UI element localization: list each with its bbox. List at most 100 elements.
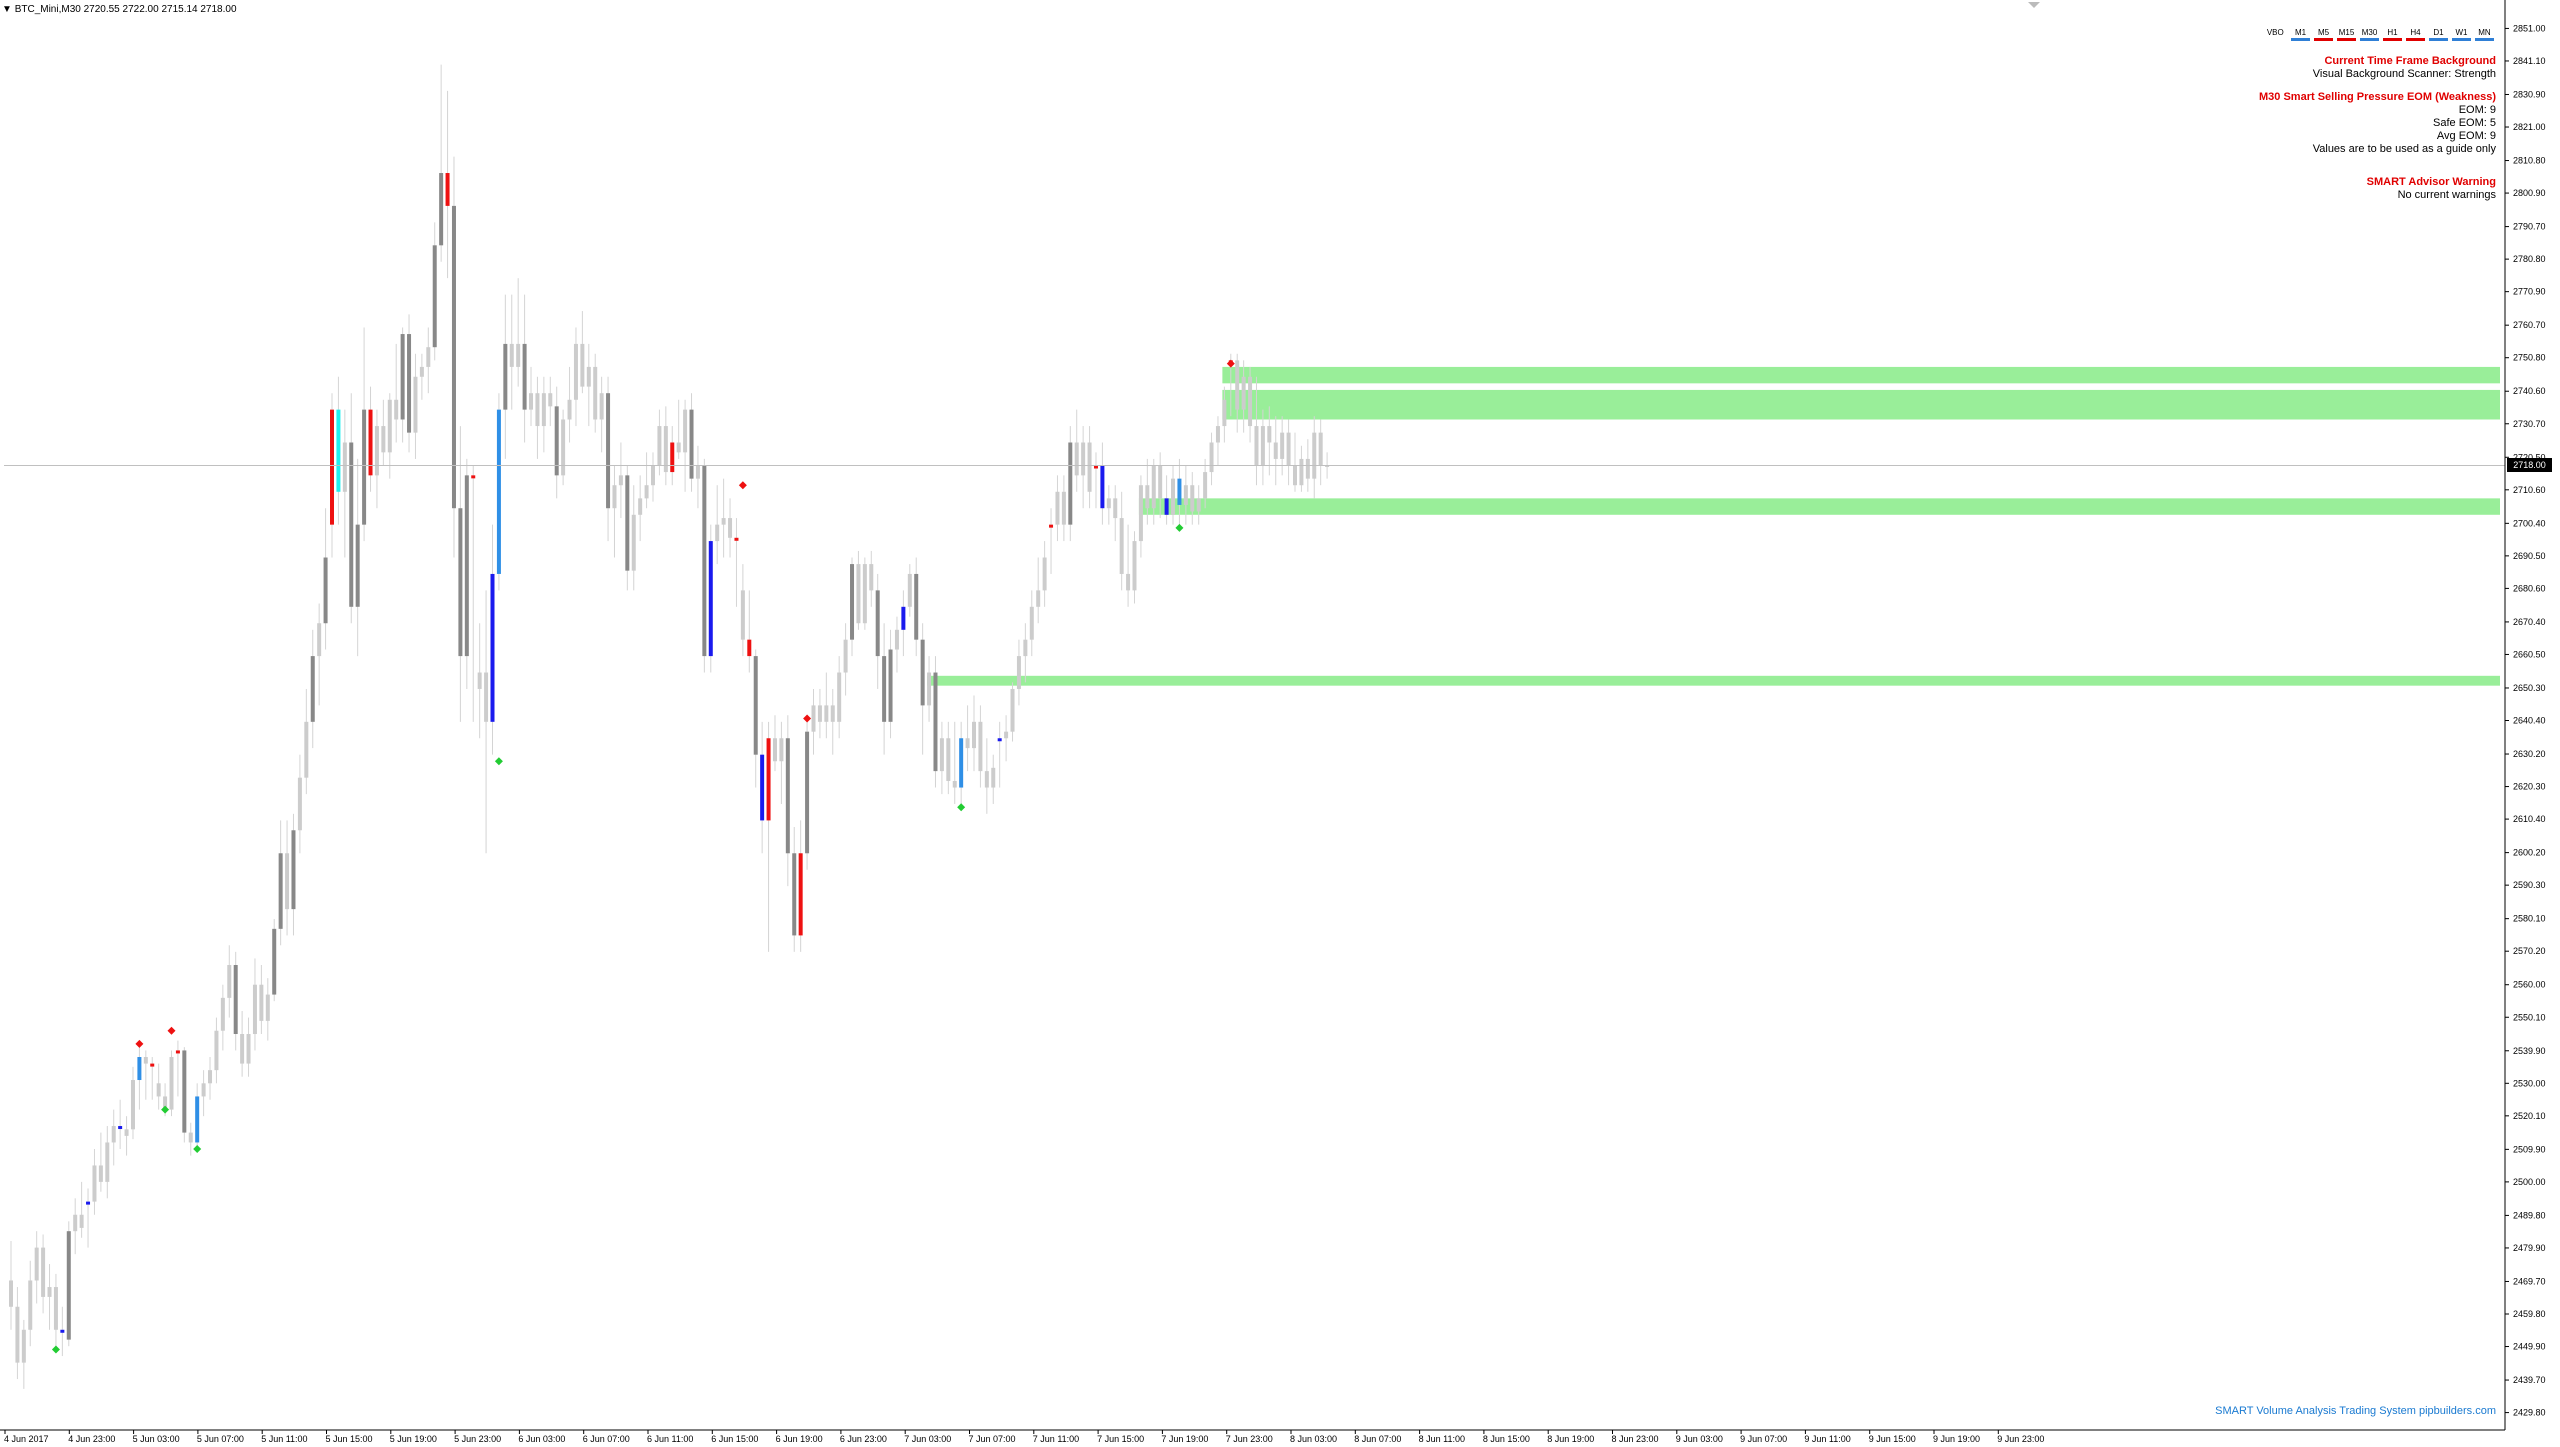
candle-body <box>862 564 867 624</box>
time-tick-label: 5 Jun 19:00 <box>390 1434 437 1444</box>
candle-body <box>1325 465 1330 467</box>
zone-rect <box>1138 498 2500 515</box>
candle-body <box>850 564 855 640</box>
candle-body <box>381 426 386 453</box>
candle-body <box>1055 491 1060 525</box>
candle-body <box>1177 478 1182 505</box>
candle-body <box>586 366 591 387</box>
buy-signal-diamond <box>161 1105 170 1114</box>
collapse-triangle-icon[interactable]: ▼ <box>2 4 12 15</box>
time-tick-label: 9 Jun 11:00 <box>1804 1434 1850 1444</box>
candle <box>445 90 450 279</box>
time-tick-label: 7 Jun 19:00 <box>1161 1434 1208 1444</box>
candle <box>336 376 341 525</box>
candle <box>1267 406 1272 476</box>
candle <box>1138 475 1143 558</box>
candle <box>1183 465 1188 525</box>
price-tick-label: 2841.10 <box>2513 56 2546 66</box>
candle <box>850 557 855 657</box>
eom-header: M30 Smart Selling Pressure EOM (Weakness… <box>2259 91 2496 103</box>
candle-body <box>1222 399 1227 427</box>
candle <box>856 550 861 630</box>
candle-body <box>233 965 238 1035</box>
candle-body <box>766 738 771 821</box>
candle <box>689 393 694 492</box>
candle-body <box>651 465 655 486</box>
candle <box>997 721 1002 788</box>
candle <box>875 573 880 689</box>
candle-body <box>265 994 270 1021</box>
candle <box>599 376 604 453</box>
candle-body <box>959 738 964 788</box>
candle-body <box>573 343 578 400</box>
time-tick-label: 8 Jun 19:00 <box>1547 1434 1594 1444</box>
candle <box>760 721 765 854</box>
eom-value: EOM: 9 <box>2458 104 2496 116</box>
candle <box>381 399 386 466</box>
candle-body <box>631 514 636 571</box>
candle <box>1074 409 1079 492</box>
candle <box>490 524 495 755</box>
candle-body <box>374 426 379 476</box>
candle <box>272 918 277 1002</box>
candle-body <box>208 1070 213 1084</box>
candle-body <box>195 1096 200 1143</box>
candle <box>1004 715 1009 762</box>
candle <box>60 1306 65 1357</box>
time-tick-label: 7 Jun 11:00 <box>1033 1434 1079 1444</box>
candle <box>1093 452 1098 509</box>
candle-body <box>837 672 842 722</box>
candle-body <box>798 853 803 936</box>
candle <box>477 623 482 739</box>
candle-body <box>1318 432 1323 466</box>
candle-body <box>907 573 912 607</box>
time-tick-label: 9 Jun 03:00 <box>1676 1434 1723 1444</box>
candle <box>1293 432 1297 492</box>
candle <box>869 550 874 607</box>
candle-body <box>939 738 944 772</box>
candle <box>1158 452 1163 519</box>
candle <box>946 721 951 795</box>
timeframe-cell: W1 <box>2452 28 2471 41</box>
candle-body <box>535 393 540 427</box>
candle <box>503 294 508 459</box>
candle-body <box>792 853 797 936</box>
candle-body <box>702 465 707 657</box>
zone-rect <box>1222 366 2500 384</box>
price-tick-label: 2459.80 <box>2513 1309 2546 1319</box>
candle-body <box>541 393 546 427</box>
candle-body <box>163 1096 168 1110</box>
timeframe-label: H1 <box>2387 28 2398 37</box>
candle <box>638 475 643 542</box>
candle <box>265 978 270 1041</box>
candle-body <box>79 1214 84 1228</box>
candle <box>862 557 867 630</box>
candle <box>342 409 347 558</box>
candle-body <box>772 738 777 762</box>
price-tick-label: 2620.30 <box>2513 782 2546 792</box>
time-tick-label: 6 Jun 11:00 <box>647 1434 693 1444</box>
price-tick-label: 2680.60 <box>2513 583 2546 593</box>
time-axis: 4 Jun 2017 4 Jun 23:00 5 Jun 03:00 5 Jun 07… <box>4 1430 2044 1444</box>
candle <box>830 688 835 755</box>
candle-body <box>638 498 643 515</box>
candle <box>1049 508 1054 574</box>
candle <box>1061 475 1066 542</box>
time-tick-label: 8 Jun 15:00 <box>1483 1434 1530 1444</box>
current-price-tag: 2718.00 <box>2507 458 2552 473</box>
candle <box>631 485 636 591</box>
candle-body <box>1049 524 1054 528</box>
candle <box>1209 432 1214 486</box>
candle-body <box>1164 498 1169 515</box>
candle <box>1318 419 1323 486</box>
candle-body <box>432 245 437 348</box>
candle <box>1113 485 1118 542</box>
candle <box>297 754 302 854</box>
candle <box>124 1116 129 1156</box>
candle-body <box>272 928 277 995</box>
candle-body <box>567 399 572 420</box>
candle-body <box>407 334 412 433</box>
candle-body <box>888 649 893 722</box>
scroll-marker-icon[interactable] <box>2028 2 2040 8</box>
